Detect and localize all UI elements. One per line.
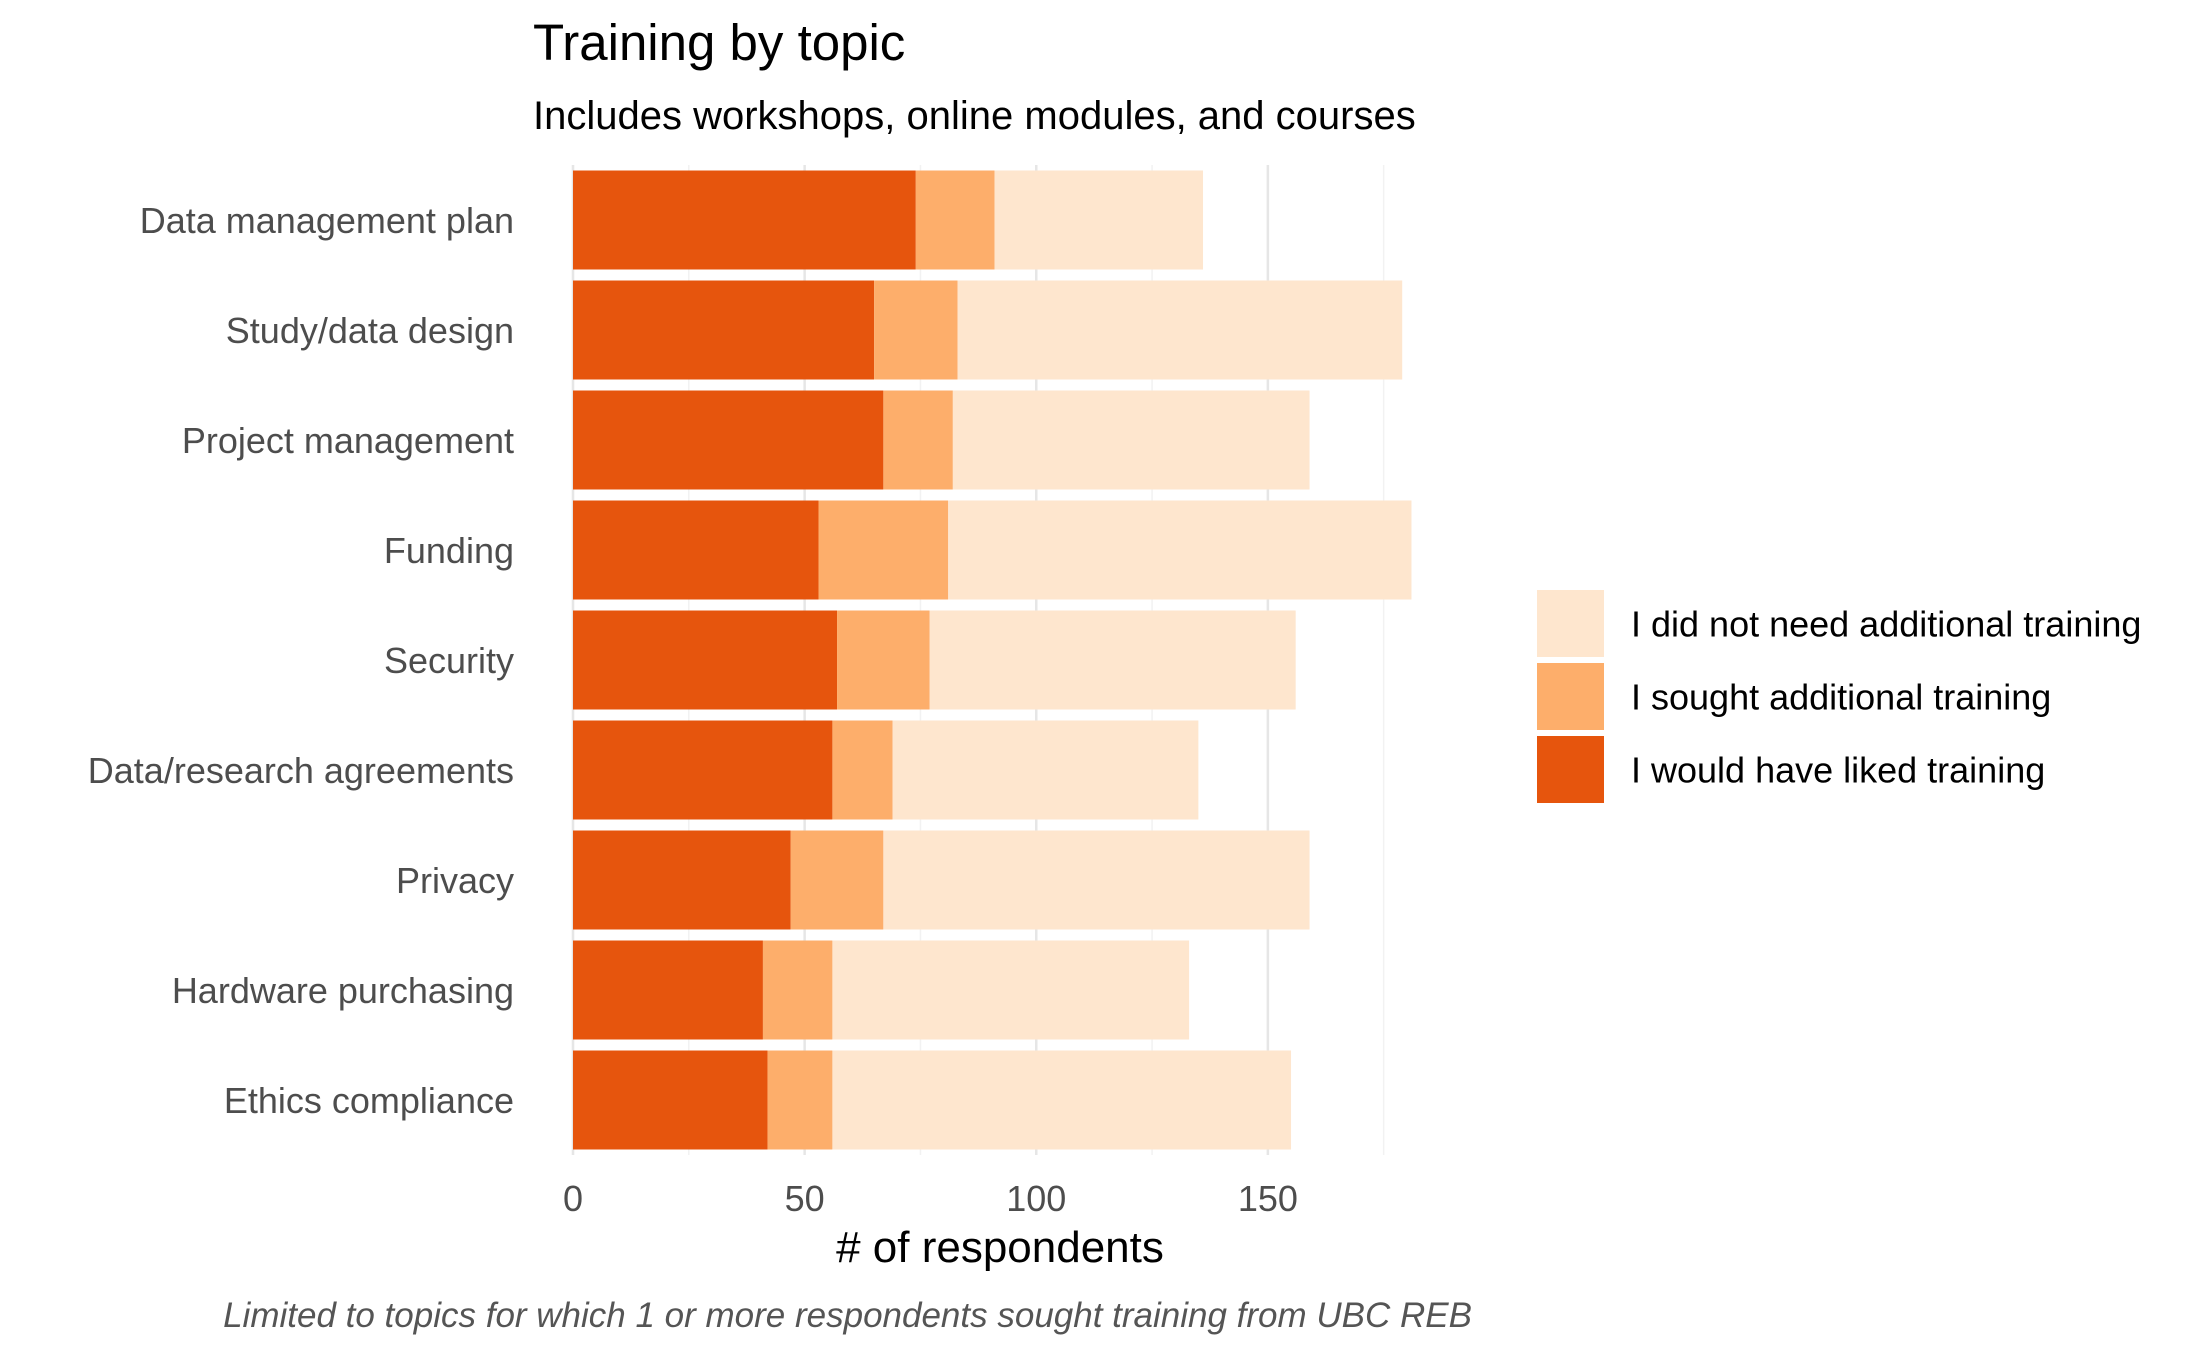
y-tick-label: Ethics compliance xyxy=(224,1080,514,1121)
bar-segment xyxy=(573,720,833,820)
bar-segment xyxy=(762,940,833,1040)
legend-label: I sought additional training xyxy=(1631,677,2051,718)
bar-segment xyxy=(573,280,875,380)
bar-segment xyxy=(573,500,819,600)
bar-segment xyxy=(952,390,1310,490)
bar-segment xyxy=(832,1050,1292,1150)
y-tick-label: Study/data design xyxy=(226,310,514,351)
chart-caption: Limited to topics for which 1 or more re… xyxy=(223,1296,1472,1335)
bar-segment xyxy=(573,830,791,930)
y-tick-label: Privacy xyxy=(396,860,514,901)
legend-swatch xyxy=(1537,590,1604,657)
bar-segment xyxy=(892,720,1199,820)
bar-segment xyxy=(790,830,884,930)
bar-segment xyxy=(883,830,1310,930)
x-tick-label: 50 xyxy=(785,1178,825,1219)
bar-segment xyxy=(573,390,884,490)
bar-segment xyxy=(929,610,1296,710)
chart-subtitle: Includes workshops, online modules, and … xyxy=(533,94,1416,138)
bar-segment xyxy=(994,170,1204,270)
legend-swatch xyxy=(1537,736,1604,803)
x-tick-label: 0 xyxy=(563,1178,583,1219)
legend-label: I would have liked training xyxy=(1631,750,2045,791)
bar-segment xyxy=(573,170,916,270)
bar-segment xyxy=(832,940,1190,1040)
bar-segment xyxy=(837,610,930,710)
bar-segment xyxy=(573,1050,768,1150)
x-tick-label: 100 xyxy=(1006,1178,1066,1219)
y-tick-label: Hardware purchasing xyxy=(172,970,514,1011)
legend: I did not need additional training I soug… xyxy=(1537,590,2141,803)
bar-segment xyxy=(883,390,953,490)
x-axis: 0 50 100 150 xyxy=(563,1178,1298,1219)
legend-label: I did not need additional training xyxy=(1631,604,2141,645)
chart-title: Training by topic xyxy=(533,14,905,71)
bars xyxy=(573,170,1412,1150)
y-tick-label: Funding xyxy=(384,530,514,571)
x-tick-label: 150 xyxy=(1238,1178,1298,1219)
bar-segment xyxy=(832,720,893,820)
bar-segment xyxy=(948,500,1412,600)
bar-segment xyxy=(915,170,995,270)
y-tick-label: Data management plan xyxy=(140,200,514,241)
x-axis-title: # of respondents xyxy=(836,1223,1164,1272)
y-axis: Data management plan Study/data design Pro… xyxy=(88,200,514,1121)
y-tick-label: Project management xyxy=(182,420,514,461)
bar-segment xyxy=(957,280,1403,380)
bar-segment xyxy=(767,1050,833,1150)
bar-segment xyxy=(818,500,949,600)
bar-segment xyxy=(573,610,838,710)
bar-segment xyxy=(874,280,958,380)
bar-segment xyxy=(573,940,763,1040)
y-tick-label: Data/research agreements xyxy=(88,750,514,791)
y-tick-label: Security xyxy=(384,640,514,681)
legend-swatch xyxy=(1537,663,1604,730)
